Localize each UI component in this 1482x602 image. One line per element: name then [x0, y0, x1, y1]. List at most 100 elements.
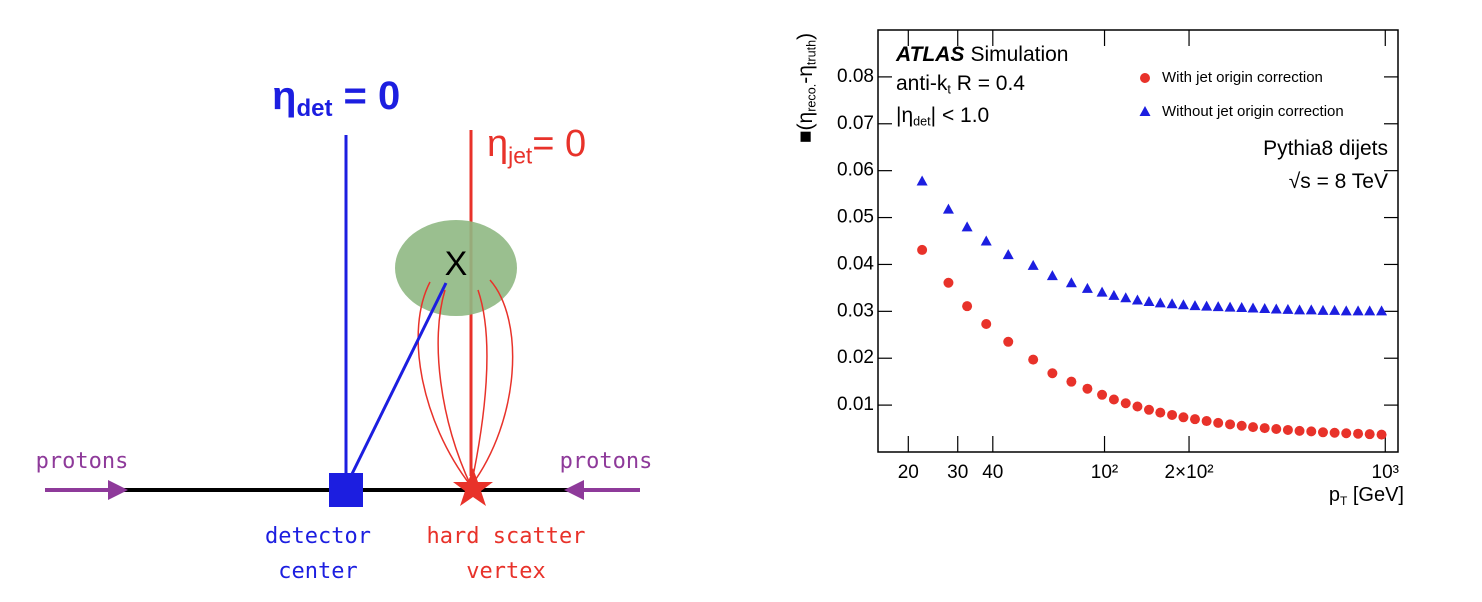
marker-triangle [1259, 302, 1271, 313]
protons-label: protons [560, 449, 653, 474]
legend-label: With jet origin correction [1162, 69, 1323, 86]
marker-triangle [1046, 270, 1058, 281]
marker-circle [1225, 419, 1236, 430]
marker-circle [981, 318, 992, 329]
x-tick-label: 10² [1091, 462, 1118, 483]
legend-label: Without jet origin correction [1162, 103, 1344, 120]
marker-circle [1376, 429, 1387, 440]
y-tick-label: 0.08 [837, 66, 874, 87]
eta-jet-label-part: = 0 [532, 123, 586, 165]
annotation: √s = 8 TeV [1289, 170, 1388, 193]
y-axis-label-part: ■(η [794, 112, 817, 143]
marker-circle [1294, 425, 1305, 436]
annotation: Pythia8 dijets [1263, 137, 1388, 160]
detector-center-marker [329, 473, 363, 507]
y-tick-label: 0.01 [837, 394, 874, 415]
x-tick-label: 40 [982, 462, 1003, 483]
marker-triangle [1201, 300, 1213, 311]
eta-det-label-part: η [272, 74, 296, 118]
marker-circle [1248, 422, 1259, 433]
marker-triangle [1027, 259, 1039, 270]
detector-center-label: center [278, 559, 357, 584]
marker-triangle [1154, 297, 1166, 308]
marker-triangle [1352, 305, 1364, 316]
annotation-part: anti-k [896, 72, 948, 95]
eta-jet-label-part: jet [507, 142, 533, 168]
x-tick-label: 30 [947, 462, 968, 483]
vertex-label: vertex [466, 559, 545, 584]
marker-triangle [1096, 286, 1108, 297]
marker-circle [1213, 417, 1224, 428]
marker-circle [1120, 398, 1131, 409]
marker-circle [962, 301, 973, 312]
marker-circle [1189, 414, 1200, 425]
y-axis-label-part: truth [805, 40, 819, 65]
diagram: X protons protons detector center hard s… [36, 130, 653, 584]
marker-triangle [1236, 302, 1248, 313]
eta-det-label-part: det [296, 95, 332, 122]
marker-circle [1178, 412, 1189, 423]
plot-frame [877, 29, 1399, 453]
marker-circle [1003, 336, 1014, 347]
detector-center-label: detector [265, 524, 371, 549]
x-axis-label-part: T [1340, 494, 1348, 508]
marker-triangle [1329, 304, 1341, 315]
annotation-part: t [947, 83, 951, 97]
marker-triangle [1364, 305, 1376, 316]
annotation: |ηdet| < 1.0 [896, 104, 989, 129]
x-axis-label: pT [GeV] [1329, 484, 1404, 508]
y-tick-label: 0.03 [837, 300, 874, 321]
jet-marker: X [445, 245, 468, 283]
marker-circle [1317, 427, 1328, 438]
marker-triangle [1247, 302, 1259, 313]
annotation-part: |η [896, 104, 913, 127]
y-tick-label: 0.05 [837, 207, 874, 228]
eta-jet-label: ηjet= 0 [487, 123, 586, 168]
marker-circle [1097, 389, 1108, 400]
marker-circle [1364, 429, 1375, 440]
x-axis-label-part: [GeV] [1347, 484, 1404, 506]
marker-triangle [942, 203, 954, 214]
marker-triangle [1305, 304, 1317, 315]
marker-triangle [961, 221, 973, 232]
marker-circle [1306, 426, 1317, 437]
marker-triangle [1212, 301, 1224, 312]
y-tick-label: 0.07 [837, 113, 874, 134]
marker-circle [1236, 420, 1247, 431]
proton-arrow-head [564, 480, 584, 500]
marker-circle [1167, 409, 1178, 420]
experiment-label: ATLAS Simulation [895, 43, 1069, 66]
jet-tracks [417, 279, 514, 487]
marker-triangle [1120, 292, 1132, 303]
marker-triangle [1108, 289, 1120, 300]
marker-circle [1143, 404, 1154, 415]
marker-triangle [1282, 303, 1294, 314]
marker-triangle [1189, 300, 1201, 311]
annotation-part: Pythia8 dijets [1263, 137, 1388, 160]
marker-circle [1108, 394, 1119, 405]
marker-triangle [1131, 294, 1143, 305]
marker-circle [1132, 401, 1143, 412]
marker-circle [917, 244, 928, 255]
vertex-label: hard scatter [427, 524, 586, 549]
marker-circle [1282, 424, 1293, 435]
marker-triangle [1177, 299, 1189, 310]
marker-triangle [916, 175, 928, 186]
annotation: anti-kt R = 0.4 [896, 72, 1025, 97]
marker-triangle [980, 235, 992, 246]
proton-arrow-head [108, 480, 128, 500]
eta-jet-label-part: η [487, 123, 508, 165]
marker-triangle [1139, 106, 1151, 116]
marker-triangle [1143, 295, 1155, 306]
eta-det-label-part: = 0 [332, 74, 400, 118]
marker-circle [1271, 424, 1282, 435]
jet-direction [348, 282, 448, 479]
eta-det-label: ηdet = 0 [272, 74, 400, 123]
marker-circle [1140, 73, 1150, 83]
marker-triangle [1224, 301, 1236, 312]
y-axis-label-part: -η [794, 65, 817, 84]
marker-circle [1082, 383, 1093, 394]
marker-triangle [1317, 304, 1329, 315]
marker-triangle [1002, 249, 1014, 260]
